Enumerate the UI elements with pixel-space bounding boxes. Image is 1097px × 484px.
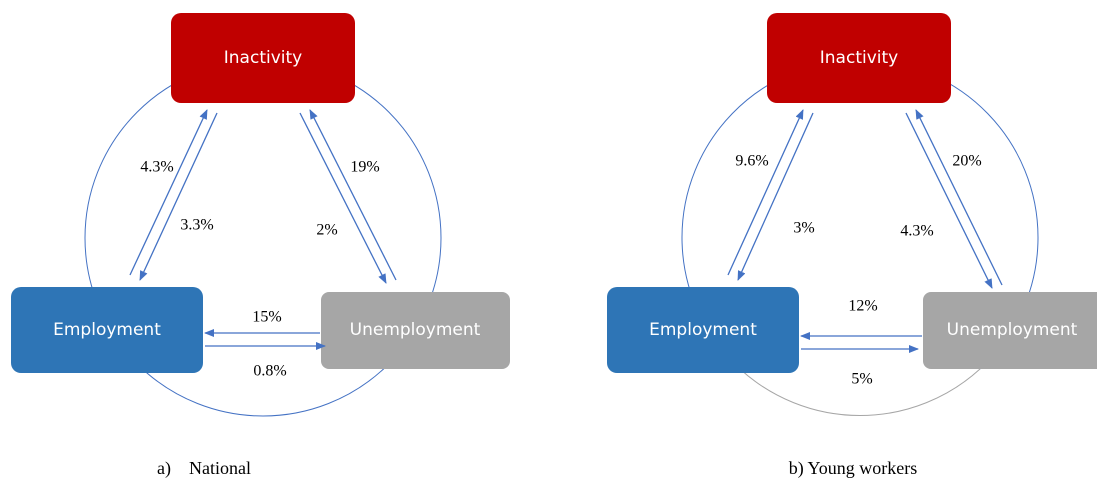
rate-label: 3% [793, 220, 814, 237]
rate-label: 19% [350, 159, 379, 176]
panel-b: Inactivity Employment Unemployment 9.6% … [607, 13, 1097, 479]
arrow [915, 109, 1003, 286]
unemployment-node [321, 292, 510, 369]
node-label: Employment [53, 320, 161, 340]
rate-label: 5% [851, 371, 872, 388]
node-label: Inactivity [224, 48, 302, 68]
rate-label: 4.3% [900, 223, 933, 240]
node-label: Unemployment [947, 320, 1078, 340]
rate-label: 2% [316, 222, 337, 239]
arrow [905, 112, 993, 289]
rate-label: 15% [252, 309, 281, 326]
rate-label: 4.3% [140, 159, 173, 176]
panel-a: Inactivity Employment Unemployment 4.3% … [11, 13, 510, 479]
inactivity-node [767, 13, 951, 103]
employment-node [11, 287, 203, 373]
employment-node [607, 287, 799, 373]
rate-label: 9.6% [735, 153, 768, 170]
node-label: Inactivity [820, 48, 898, 68]
arrow [727, 109, 804, 276]
caption: b) Young workers [789, 458, 918, 479]
rate-label: 0.8% [253, 363, 286, 380]
unemployment-node [923, 292, 1097, 369]
inactivity-node [171, 13, 355, 103]
arrow [129, 109, 208, 276]
arrow [309, 109, 397, 281]
arrow [737, 112, 814, 281]
arrow [139, 112, 218, 281]
rate-label: 12% [848, 298, 877, 315]
cycle-arc [739, 368, 981, 417]
arrow [299, 112, 387, 284]
node-label: Employment [649, 320, 757, 340]
rate-label: 20% [952, 153, 981, 170]
rate-label: 3.3% [180, 217, 213, 234]
caption: a) National [157, 458, 251, 479]
node-label: Unemployment [350, 320, 481, 340]
